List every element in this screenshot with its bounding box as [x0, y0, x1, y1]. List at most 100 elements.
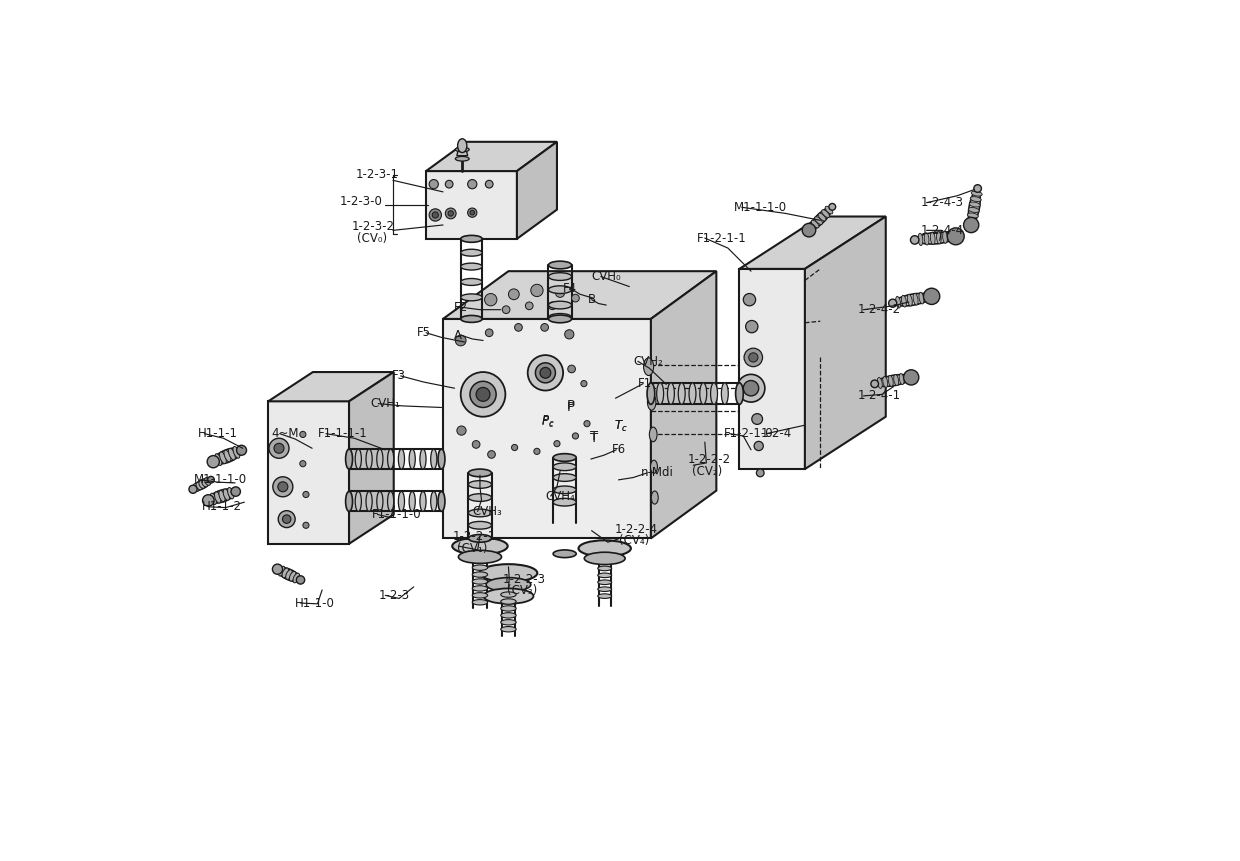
Polygon shape: [350, 372, 394, 544]
Ellipse shape: [910, 236, 919, 245]
Text: 4~M: 4~M: [272, 427, 299, 440]
Ellipse shape: [459, 550, 501, 563]
Ellipse shape: [469, 509, 491, 517]
Ellipse shape: [647, 383, 655, 405]
Ellipse shape: [949, 231, 954, 243]
Circle shape: [278, 482, 288, 492]
Circle shape: [528, 355, 563, 391]
Circle shape: [303, 523, 309, 529]
Ellipse shape: [355, 449, 361, 469]
Polygon shape: [268, 372, 394, 401]
Ellipse shape: [825, 207, 833, 214]
Ellipse shape: [469, 535, 491, 542]
Ellipse shape: [219, 491, 226, 502]
Circle shape: [470, 210, 475, 215]
Circle shape: [745, 320, 758, 333]
Polygon shape: [443, 271, 717, 319]
Circle shape: [231, 486, 241, 496]
Circle shape: [274, 443, 284, 453]
Text: CVH₂: CVH₂: [634, 355, 663, 368]
Text: 1-2-4-3: 1-2-4-3: [920, 196, 963, 209]
Circle shape: [467, 208, 477, 217]
Ellipse shape: [224, 450, 231, 461]
Text: 1-2-2-4: 1-2-2-4: [615, 523, 658, 536]
Ellipse shape: [644, 358, 653, 375]
Ellipse shape: [472, 599, 487, 605]
Ellipse shape: [409, 449, 415, 469]
Ellipse shape: [501, 627, 516, 632]
Circle shape: [485, 329, 494, 337]
Ellipse shape: [970, 202, 981, 207]
Text: F1-2-1-0: F1-2-1-0: [724, 427, 774, 440]
Ellipse shape: [420, 449, 427, 469]
Ellipse shape: [808, 208, 832, 230]
Ellipse shape: [579, 541, 631, 556]
Circle shape: [963, 217, 978, 232]
Ellipse shape: [366, 449, 372, 469]
Circle shape: [207, 455, 219, 468]
Text: M1-1-1-0: M1-1-1-0: [195, 474, 248, 486]
Text: CVH₀: CVH₀: [591, 270, 621, 283]
Ellipse shape: [469, 522, 491, 530]
Ellipse shape: [472, 572, 487, 577]
Text: 1-2-4-4: 1-2-4-4: [920, 224, 963, 237]
Circle shape: [237, 445, 247, 455]
Ellipse shape: [822, 210, 830, 218]
Ellipse shape: [919, 292, 924, 304]
Circle shape: [924, 288, 940, 305]
Circle shape: [303, 492, 309, 498]
Circle shape: [278, 511, 295, 528]
Ellipse shape: [501, 598, 516, 604]
Ellipse shape: [548, 273, 572, 281]
Ellipse shape: [811, 220, 818, 228]
Ellipse shape: [501, 620, 516, 625]
Ellipse shape: [548, 261, 572, 269]
Ellipse shape: [455, 147, 469, 152]
Ellipse shape: [553, 499, 577, 506]
Ellipse shape: [548, 315, 572, 323]
Circle shape: [445, 180, 453, 188]
Circle shape: [744, 348, 763, 367]
Ellipse shape: [472, 592, 487, 598]
Circle shape: [300, 431, 306, 437]
Ellipse shape: [678, 383, 686, 405]
Text: $P_c$: $P_c$: [541, 414, 554, 429]
Polygon shape: [517, 142, 557, 238]
Ellipse shape: [193, 484, 200, 492]
Text: CVH₃: CVH₃: [472, 505, 502, 518]
Ellipse shape: [925, 291, 930, 303]
Ellipse shape: [894, 375, 899, 386]
Circle shape: [470, 381, 496, 407]
Ellipse shape: [355, 492, 361, 511]
Ellipse shape: [968, 190, 981, 225]
Polygon shape: [805, 216, 885, 469]
Circle shape: [802, 223, 816, 237]
Text: 1-2-3: 1-2-3: [379, 589, 410, 602]
Circle shape: [548, 302, 557, 310]
Circle shape: [429, 180, 439, 189]
Polygon shape: [427, 171, 517, 238]
Text: 1-2-2-2: 1-2-2-2: [688, 454, 732, 467]
Ellipse shape: [228, 449, 236, 460]
Ellipse shape: [651, 461, 657, 474]
Circle shape: [467, 180, 477, 189]
Circle shape: [207, 476, 215, 483]
Ellipse shape: [689, 383, 696, 405]
Ellipse shape: [973, 185, 981, 192]
Text: 1-2-4-2: 1-2-4-2: [857, 303, 900, 316]
Ellipse shape: [971, 191, 982, 196]
Ellipse shape: [818, 214, 826, 221]
Ellipse shape: [455, 157, 469, 161]
Circle shape: [476, 387, 490, 401]
Ellipse shape: [469, 480, 491, 488]
Circle shape: [269, 438, 289, 458]
Ellipse shape: [553, 474, 577, 481]
Text: F3: F3: [392, 369, 405, 382]
Ellipse shape: [205, 478, 211, 486]
Text: 1-2-2-1: 1-2-2-1: [453, 530, 496, 543]
Text: (CV₁): (CV₁): [456, 542, 487, 554]
Circle shape: [526, 302, 533, 310]
Text: F1-2-1-1: F1-2-1-1: [697, 232, 746, 245]
Ellipse shape: [901, 295, 906, 307]
Ellipse shape: [828, 203, 836, 210]
